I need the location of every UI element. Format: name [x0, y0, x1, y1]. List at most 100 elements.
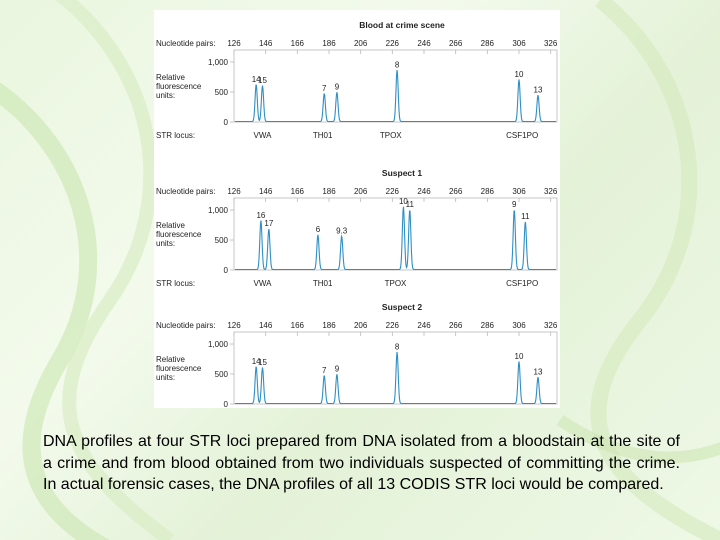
allele-peak-label: 9 — [335, 83, 340, 92]
y-axis-label: Relative — [156, 355, 185, 364]
y-tick-label: 0 — [224, 266, 229, 275]
fluorescence-trace — [235, 352, 556, 405]
allele-peak-label: 15 — [258, 76, 267, 85]
x-tick-label: 266 — [449, 321, 463, 330]
x-tick-label: 306 — [512, 39, 526, 48]
x-axis-label: Nucleotide pairs: — [156, 39, 216, 48]
str-locus-label: STR locus: — [156, 131, 195, 140]
str-electropherograms: Blood at crime scene Nucleotide pairs: 126… — [156, 20, 558, 408]
x-tick-label: 226 — [386, 321, 400, 330]
allele-peak-label: 11 — [406, 200, 415, 209]
helix-strand — [556, 415, 720, 464]
x-tick-label: 286 — [481, 321, 495, 330]
y-axis-label: units: — [156, 91, 175, 100]
allele-peak-label: 9 — [512, 200, 517, 209]
x-tick-label: 246 — [417, 321, 431, 330]
y-axis-label: units: — [156, 239, 175, 248]
y-tick-label: 1,000 — [208, 206, 229, 215]
y-tick-label: 1,000 — [208, 58, 229, 67]
str-profile-figure: Blood at crime scene Nucleotide pairs: 126… — [154, 10, 560, 408]
y-axis-label: fluorescence — [156, 230, 202, 239]
allele-peak-label: 11 — [521, 212, 530, 221]
fluorescence-trace — [235, 206, 556, 271]
fluorescence-trace — [235, 70, 556, 123]
x-tick-label: 206 — [354, 187, 368, 196]
str-locus-name: TPOX — [385, 279, 407, 288]
x-tick-label: 326 — [544, 321, 558, 330]
y-tick-label: 500 — [215, 236, 229, 245]
panel-title: Suspect 2 — [382, 302, 422, 312]
y-axis-label: Relative — [156, 73, 185, 82]
str-locus-label: STR locus: — [156, 279, 195, 288]
x-tick-label: 186 — [322, 321, 336, 330]
allele-peak-label: 15 — [258, 358, 267, 367]
allele-peak-label: 10 — [399, 197, 408, 206]
panel-title: Suspect 1 — [382, 168, 422, 178]
x-tick-label: 166 — [291, 321, 305, 330]
str-locus-name: TPOX — [380, 131, 402, 140]
x-tick-label: 326 — [544, 39, 558, 48]
allele-peak-label: 7 — [322, 366, 327, 375]
allele-peak-label: 9 — [335, 365, 340, 374]
allele-peak-label: 14 — [252, 75, 261, 84]
x-tick-label: 206 — [354, 39, 368, 48]
y-tick-label: 0 — [224, 118, 229, 127]
x-tick-label: 326 — [544, 187, 558, 196]
y-axis-label: fluorescence — [156, 82, 202, 91]
x-tick-label: 246 — [417, 187, 431, 196]
y-tick-label: 500 — [215, 370, 229, 379]
x-tick-label: 186 — [322, 39, 336, 48]
x-tick-label: 126 — [227, 321, 241, 330]
allele-peak-label: 7 — [322, 84, 327, 93]
y-tick-label: 500 — [215, 88, 229, 97]
str-locus-name: VWA — [254, 131, 273, 140]
plot-frame — [233, 197, 558, 271]
helix-strand — [590, 0, 720, 540]
x-tick-label: 206 — [354, 321, 368, 330]
x-tick-label: 166 — [291, 187, 305, 196]
str-locus-name: CSF1PO — [506, 131, 538, 140]
x-tick-label: 306 — [512, 187, 526, 196]
helix-strand — [0, 82, 111, 540]
str-locus-name: TH01 — [313, 279, 333, 288]
x-tick-label: 286 — [481, 39, 495, 48]
allele-peak-label: 10 — [515, 70, 524, 79]
x-tick-label: 266 — [449, 39, 463, 48]
plot-frame — [233, 49, 558, 123]
x-tick-label: 266 — [449, 187, 463, 196]
panel-title: Blood at crime scene — [359, 20, 445, 30]
x-tick-label: 146 — [259, 187, 273, 196]
allele-peak-label: 9.3 — [336, 226, 348, 235]
figure-caption: DNA profiles at four STR loci prepared f… — [43, 433, 680, 493]
allele-peak-label: 14 — [252, 357, 261, 366]
x-tick-label: 146 — [259, 321, 273, 330]
x-tick-label: 126 — [227, 39, 241, 48]
x-axis-label: Nucleotide pairs: — [156, 187, 216, 196]
allele-peak-label: 13 — [534, 368, 543, 377]
str-locus-name: VWA — [254, 279, 273, 288]
x-tick-label: 226 — [386, 39, 400, 48]
y-axis-label: Relative — [156, 221, 185, 230]
x-tick-label: 306 — [512, 321, 526, 330]
allele-peak-label: 13 — [534, 86, 543, 95]
str-locus-name: CSF1PO — [506, 279, 538, 288]
x-tick-label: 226 — [386, 187, 400, 196]
y-axis-label: fluorescence — [156, 364, 202, 373]
allele-peak-label: 17 — [264, 219, 273, 228]
x-tick-label: 146 — [259, 39, 273, 48]
x-tick-label: 126 — [227, 187, 241, 196]
x-tick-label: 286 — [481, 187, 495, 196]
x-tick-label: 166 — [291, 39, 305, 48]
allele-peak-label: 16 — [256, 211, 265, 220]
x-tick-label: 186 — [322, 187, 336, 196]
allele-peak-label: 8 — [395, 60, 400, 69]
x-tick-label: 246 — [417, 39, 431, 48]
helix-strand — [55, 0, 175, 540]
allele-peak-label: 8 — [395, 342, 400, 351]
x-axis-label: Nucleotide pairs: — [156, 321, 216, 330]
y-axis-label: units: — [156, 373, 175, 382]
str-locus-name: TH01 — [313, 131, 333, 140]
y-tick-label: 0 — [224, 400, 229, 408]
y-tick-label: 1,000 — [208, 340, 229, 349]
